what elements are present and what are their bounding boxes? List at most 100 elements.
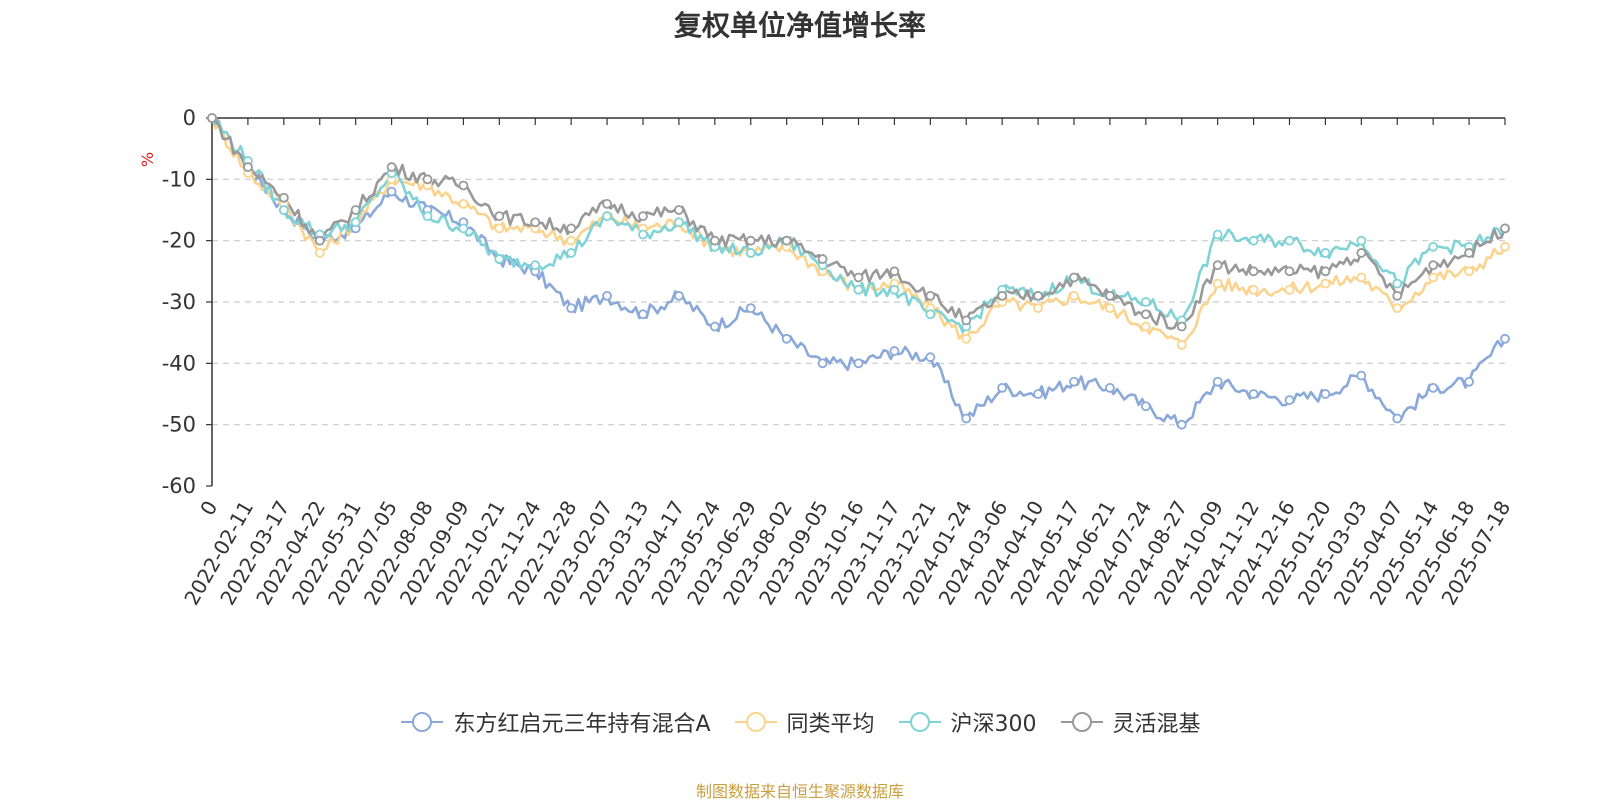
data-point bbox=[817, 358, 828, 369]
data-point bbox=[961, 413, 972, 424]
data-point bbox=[853, 358, 864, 369]
chart-title: 复权单位净值增长率 bbox=[673, 9, 926, 42]
data-point bbox=[566, 223, 577, 234]
data-point bbox=[458, 180, 469, 191]
data-point bbox=[1248, 284, 1259, 295]
data-point bbox=[1105, 290, 1115, 301]
data-point bbox=[386, 162, 397, 172]
legend-item[interactable]: 沪深300 bbox=[897, 706, 1037, 738]
data-point bbox=[889, 346, 900, 356]
data-point bbox=[1320, 266, 1331, 277]
legend-label: 灵活混基 bbox=[1112, 712, 1201, 737]
data-point bbox=[925, 290, 936, 301]
data-point bbox=[350, 217, 361, 228]
legend-swatch-icon bbox=[1060, 712, 1103, 732]
grid-lines bbox=[212, 178, 1505, 426]
data-point bbox=[925, 352, 936, 363]
data-point bbox=[1500, 333, 1510, 344]
data-point bbox=[781, 333, 792, 344]
data-point bbox=[1140, 297, 1151, 307]
data-point bbox=[638, 229, 648, 240]
data-point bbox=[422, 211, 433, 222]
data-point bbox=[1356, 235, 1367, 246]
data-point bbox=[458, 223, 469, 234]
series-lines bbox=[210, 116, 1507, 428]
data-point bbox=[602, 290, 612, 301]
data-point bbox=[674, 217, 684, 228]
data-point bbox=[1320, 278, 1331, 289]
data-point bbox=[1356, 272, 1367, 283]
data-point bbox=[1105, 382, 1115, 393]
data-point bbox=[1428, 382, 1439, 393]
data-point bbox=[1140, 401, 1151, 412]
data-point bbox=[889, 284, 900, 295]
data-point bbox=[278, 192, 289, 203]
data-point bbox=[889, 266, 900, 277]
data-point bbox=[566, 235, 577, 246]
data-point bbox=[745, 235, 756, 246]
legend-swatch-icon bbox=[734, 712, 777, 732]
data-point bbox=[1392, 303, 1403, 314]
data-point bbox=[817, 254, 828, 264]
y-tick-label: -50 bbox=[162, 413, 196, 437]
data-point bbox=[674, 290, 684, 301]
data-point bbox=[530, 260, 541, 271]
data-point bbox=[853, 272, 864, 283]
data-point bbox=[1464, 248, 1474, 258]
data-point bbox=[1140, 309, 1151, 320]
data-point bbox=[1284, 284, 1295, 295]
data-point bbox=[1176, 419, 1187, 430]
data-point bbox=[1284, 266, 1295, 277]
data-point bbox=[1392, 413, 1403, 424]
y-tick-label: -10 bbox=[162, 167, 196, 191]
data-point bbox=[494, 211, 505, 222]
data-point bbox=[386, 186, 397, 197]
data-point bbox=[1284, 395, 1295, 406]
legend-swatch-icon bbox=[898, 712, 941, 732]
data-point bbox=[997, 382, 1008, 393]
data-source-footer: 制图数据来自恒生聚源数据库 bbox=[695, 782, 904, 801]
data-point bbox=[1428, 272, 1439, 283]
y-tick-label: -30 bbox=[162, 290, 196, 314]
data-point bbox=[709, 321, 720, 332]
data-point bbox=[1033, 389, 1043, 399]
legend-item[interactable]: 东方红启元三年持有混合A bbox=[399, 706, 711, 738]
data-point bbox=[1248, 235, 1259, 246]
legend-item[interactable]: 灵活混基 bbox=[1059, 706, 1201, 738]
data-point bbox=[925, 309, 936, 320]
legend: 东方红启元三年持有混合A 同类平均 沪深300 灵活混基 bbox=[0, 706, 1600, 738]
data-point bbox=[1212, 260, 1223, 271]
data-point bbox=[278, 205, 289, 215]
data-point bbox=[1428, 241, 1439, 252]
data-point bbox=[1356, 248, 1367, 258]
data-point bbox=[638, 309, 648, 320]
data-point bbox=[530, 217, 541, 228]
data-point bbox=[566, 303, 577, 314]
data-point bbox=[1284, 235, 1295, 246]
data-point bbox=[997, 290, 1008, 301]
data-point bbox=[961, 333, 972, 344]
data-point bbox=[853, 284, 864, 295]
legend-item[interactable]: 同类平均 bbox=[733, 706, 875, 738]
data-point bbox=[1428, 260, 1439, 271]
data-point bbox=[1500, 223, 1510, 234]
data-point bbox=[314, 235, 325, 246]
data-point bbox=[1069, 272, 1079, 283]
data-point bbox=[1212, 229, 1223, 240]
legend-label: 同类平均 bbox=[786, 712, 875, 737]
data-point bbox=[1033, 290, 1043, 301]
data-point bbox=[458, 198, 469, 209]
series-line bbox=[211, 117, 1507, 331]
data-point bbox=[1320, 389, 1331, 399]
data-point bbox=[1176, 340, 1187, 350]
x-tick-label: 0 bbox=[195, 497, 222, 520]
data-point bbox=[494, 223, 505, 234]
data-point bbox=[1392, 278, 1403, 289]
data-point bbox=[709, 235, 720, 246]
data-point bbox=[1069, 290, 1079, 301]
data-point bbox=[1248, 389, 1259, 399]
data-point bbox=[314, 248, 325, 258]
y-tick-label: -40 bbox=[162, 351, 196, 375]
data-point bbox=[1033, 303, 1043, 314]
